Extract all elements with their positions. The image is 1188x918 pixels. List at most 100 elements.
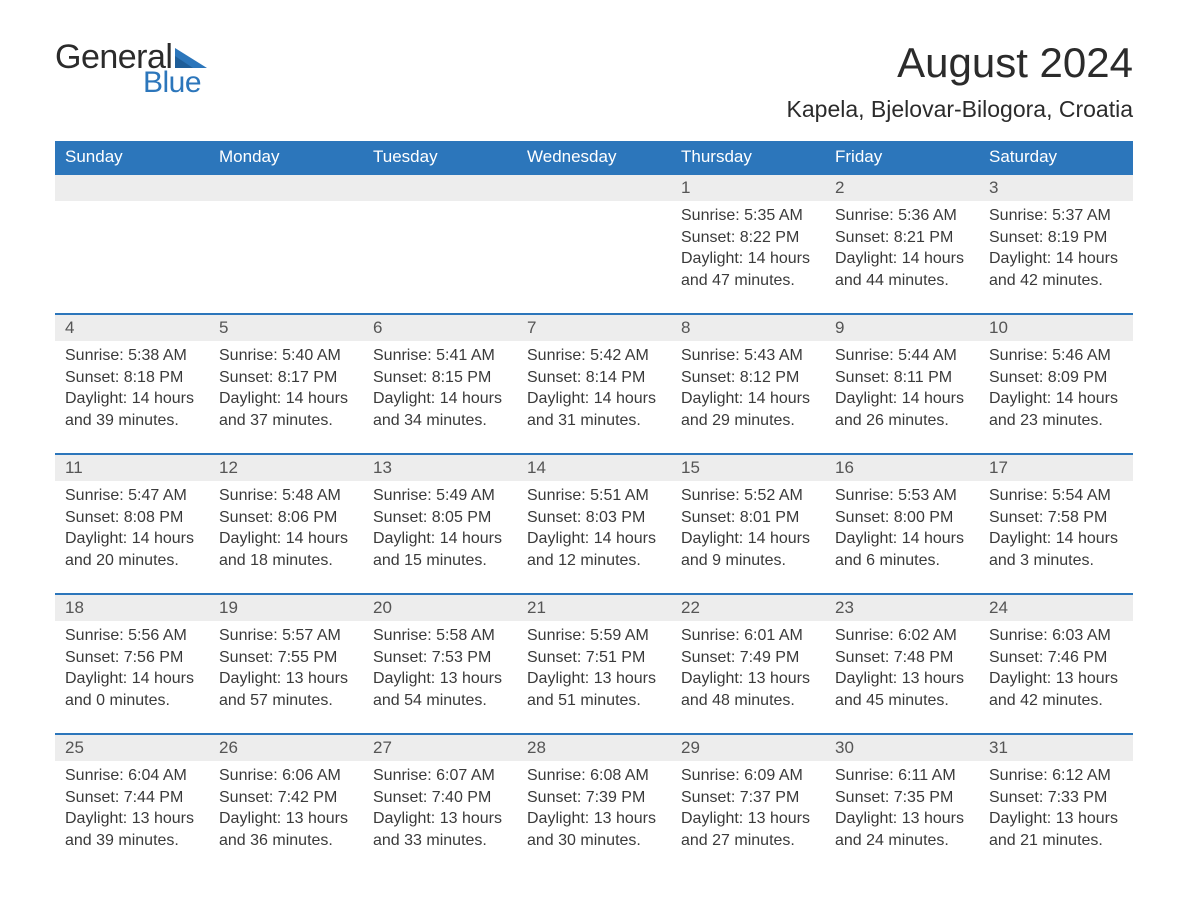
day-header: Sunday <box>55 141 209 173</box>
day-details: Sunrise: 5:43 AMSunset: 8:12 PMDaylight:… <box>671 341 825 441</box>
calendar-week-row: 18Sunrise: 5:56 AMSunset: 7:56 PMDayligh… <box>55 593 1133 733</box>
sunset-line: Sunset: 8:11 PM <box>835 367 969 389</box>
calendar-table: SundayMondayTuesdayWednesdayThursdayFrid… <box>55 141 1133 873</box>
day-details: Sunrise: 5:36 AMSunset: 8:21 PMDaylight:… <box>825 201 979 301</box>
sunset-line: Sunset: 7:58 PM <box>989 507 1123 529</box>
calendar-cell: 7Sunrise: 5:42 AMSunset: 8:14 PMDaylight… <box>517 313 671 453</box>
sunset-line: Sunset: 7:37 PM <box>681 787 815 809</box>
calendar-cell: 4Sunrise: 5:38 AMSunset: 8:18 PMDaylight… <box>55 313 209 453</box>
calendar-week-row: 11Sunrise: 5:47 AMSunset: 8:08 PMDayligh… <box>55 453 1133 593</box>
sunset-line: Sunset: 7:56 PM <box>65 647 199 669</box>
calendar-cell: 17Sunrise: 5:54 AMSunset: 7:58 PMDayligh… <box>979 453 1133 593</box>
sunset-line: Sunset: 7:55 PM <box>219 647 353 669</box>
day-number: 12 <box>209 455 363 481</box>
sunrise-line: Sunrise: 5:43 AM <box>681 345 815 367</box>
daylight-line: Daylight: 14 hours and 42 minutes. <box>989 248 1123 291</box>
calendar-week-row: 4Sunrise: 5:38 AMSunset: 8:18 PMDaylight… <box>55 313 1133 453</box>
calendar-cell: 25Sunrise: 6:04 AMSunset: 7:44 PMDayligh… <box>55 733 209 873</box>
sunrise-line: Sunrise: 5:41 AM <box>373 345 507 367</box>
sunset-line: Sunset: 8:21 PM <box>835 227 969 249</box>
day-header-row: SundayMondayTuesdayWednesdayThursdayFrid… <box>55 141 1133 173</box>
calendar-cell <box>55 173 209 313</box>
calendar-cell <box>517 173 671 313</box>
day-details: Sunrise: 6:09 AMSunset: 7:37 PMDaylight:… <box>671 761 825 861</box>
daylight-line: Daylight: 14 hours and 12 minutes. <box>527 528 661 571</box>
daylight-line: Daylight: 14 hours and 0 minutes. <box>65 668 199 711</box>
sunset-line: Sunset: 8:22 PM <box>681 227 815 249</box>
sunrise-line: Sunrise: 5:42 AM <box>527 345 661 367</box>
day-number: 19 <box>209 595 363 621</box>
daylight-line: Daylight: 14 hours and 47 minutes. <box>681 248 815 291</box>
day-details: Sunrise: 5:51 AMSunset: 8:03 PMDaylight:… <box>517 481 671 581</box>
calendar-cell: 31Sunrise: 6:12 AMSunset: 7:33 PMDayligh… <box>979 733 1133 873</box>
sunset-line: Sunset: 8:03 PM <box>527 507 661 529</box>
sunset-line: Sunset: 8:08 PM <box>65 507 199 529</box>
sunrise-line: Sunrise: 5:52 AM <box>681 485 815 507</box>
day-number: 4 <box>55 315 209 341</box>
daylight-line: Daylight: 13 hours and 39 minutes. <box>65 808 199 851</box>
daylight-line: Daylight: 13 hours and 57 minutes. <box>219 668 353 711</box>
day-details: Sunrise: 5:42 AMSunset: 8:14 PMDaylight:… <box>517 341 671 441</box>
calendar-cell: 20Sunrise: 5:58 AMSunset: 7:53 PMDayligh… <box>363 593 517 733</box>
sunset-line: Sunset: 8:05 PM <box>373 507 507 529</box>
day-header: Wednesday <box>517 141 671 173</box>
daylight-line: Daylight: 13 hours and 24 minutes. <box>835 808 969 851</box>
day-number: 2 <box>825 175 979 201</box>
daylight-line: Daylight: 13 hours and 30 minutes. <box>527 808 661 851</box>
calendar-week-row: 1Sunrise: 5:35 AMSunset: 8:22 PMDaylight… <box>55 173 1133 313</box>
sunrise-line: Sunrise: 5:47 AM <box>65 485 199 507</box>
daylight-line: Daylight: 13 hours and 42 minutes. <box>989 668 1123 711</box>
day-details: Sunrise: 6:03 AMSunset: 7:46 PMDaylight:… <box>979 621 1133 721</box>
sunrise-line: Sunrise: 5:53 AM <box>835 485 969 507</box>
sunrise-line: Sunrise: 5:58 AM <box>373 625 507 647</box>
calendar-cell: 9Sunrise: 5:44 AMSunset: 8:11 PMDaylight… <box>825 313 979 453</box>
sunrise-line: Sunrise: 6:01 AM <box>681 625 815 647</box>
sunset-line: Sunset: 8:15 PM <box>373 367 507 389</box>
day-number: 23 <box>825 595 979 621</box>
day-number: 13 <box>363 455 517 481</box>
day-details: Sunrise: 5:53 AMSunset: 8:00 PMDaylight:… <box>825 481 979 581</box>
day-number: 7 <box>517 315 671 341</box>
day-number: 3 <box>979 175 1133 201</box>
day-header: Thursday <box>671 141 825 173</box>
calendar-cell: 8Sunrise: 5:43 AMSunset: 8:12 PMDaylight… <box>671 313 825 453</box>
sunrise-line: Sunrise: 5:46 AM <box>989 345 1123 367</box>
calendar-cell: 13Sunrise: 5:49 AMSunset: 8:05 PMDayligh… <box>363 453 517 593</box>
sunrise-line: Sunrise: 6:07 AM <box>373 765 507 787</box>
daylight-line: Daylight: 14 hours and 9 minutes. <box>681 528 815 571</box>
daylight-line: Daylight: 13 hours and 51 minutes. <box>527 668 661 711</box>
daylight-line: Daylight: 14 hours and 6 minutes. <box>835 528 969 571</box>
calendar-cell: 19Sunrise: 5:57 AMSunset: 7:55 PMDayligh… <box>209 593 363 733</box>
day-number: 21 <box>517 595 671 621</box>
sunrise-line: Sunrise: 6:03 AM <box>989 625 1123 647</box>
calendar-cell: 21Sunrise: 5:59 AMSunset: 7:51 PMDayligh… <box>517 593 671 733</box>
calendar-cell: 12Sunrise: 5:48 AMSunset: 8:06 PMDayligh… <box>209 453 363 593</box>
sunrise-line: Sunrise: 5:48 AM <box>219 485 353 507</box>
day-details: Sunrise: 6:02 AMSunset: 7:48 PMDaylight:… <box>825 621 979 721</box>
day-details: Sunrise: 5:52 AMSunset: 8:01 PMDaylight:… <box>671 481 825 581</box>
sunrise-line: Sunrise: 5:37 AM <box>989 205 1123 227</box>
sunset-line: Sunset: 7:42 PM <box>219 787 353 809</box>
day-details: Sunrise: 5:47 AMSunset: 8:08 PMDaylight:… <box>55 481 209 581</box>
day-header: Monday <box>209 141 363 173</box>
daylight-line: Daylight: 14 hours and 37 minutes. <box>219 388 353 431</box>
day-number: 29 <box>671 735 825 761</box>
daylight-line: Daylight: 14 hours and 44 minutes. <box>835 248 969 291</box>
day-number: 30 <box>825 735 979 761</box>
calendar-cell: 28Sunrise: 6:08 AMSunset: 7:39 PMDayligh… <box>517 733 671 873</box>
day-details: Sunrise: 5:40 AMSunset: 8:17 PMDaylight:… <box>209 341 363 441</box>
sunrise-line: Sunrise: 5:54 AM <box>989 485 1123 507</box>
calendar-cell: 23Sunrise: 6:02 AMSunset: 7:48 PMDayligh… <box>825 593 979 733</box>
daylight-line: Daylight: 13 hours and 33 minutes. <box>373 808 507 851</box>
day-number: 27 <box>363 735 517 761</box>
calendar-cell: 6Sunrise: 5:41 AMSunset: 8:15 PMDaylight… <box>363 313 517 453</box>
day-number: 6 <box>363 315 517 341</box>
day-number: 17 <box>979 455 1133 481</box>
sunset-line: Sunset: 7:40 PM <box>373 787 507 809</box>
day-number: 9 <box>825 315 979 341</box>
daylight-line: Daylight: 13 hours and 27 minutes. <box>681 808 815 851</box>
day-number <box>209 175 363 201</box>
calendar-cell: 10Sunrise: 5:46 AMSunset: 8:09 PMDayligh… <box>979 313 1133 453</box>
day-number: 14 <box>517 455 671 481</box>
calendar-cell: 27 Sunrise: 6:07 AMSunset: 7:40 PMDayligh… <box>363 733 517 873</box>
